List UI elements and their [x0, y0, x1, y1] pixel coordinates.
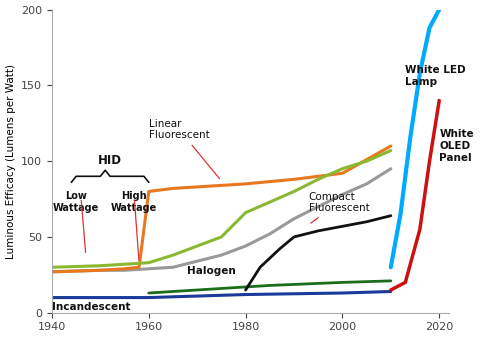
Text: HID: HID	[98, 154, 122, 167]
Y-axis label: Luminous Efficacy (Lumens per Watt): Luminous Efficacy (Lumens per Watt)	[6, 64, 15, 259]
Text: Incandescent: Incandescent	[52, 302, 131, 312]
Text: Compact
Fluorescent: Compact Fluorescent	[309, 192, 369, 223]
Text: Halogen: Halogen	[188, 266, 236, 276]
Text: White
OLED
Panel: White OLED Panel	[439, 129, 474, 163]
Text: Low
Wattage: Low Wattage	[53, 191, 99, 213]
Text: High
Wattage: High Wattage	[111, 191, 157, 213]
Text: Linear
Fluorescent: Linear Fluorescent	[149, 119, 220, 179]
Text: White LED
Lamp: White LED Lamp	[405, 66, 466, 87]
